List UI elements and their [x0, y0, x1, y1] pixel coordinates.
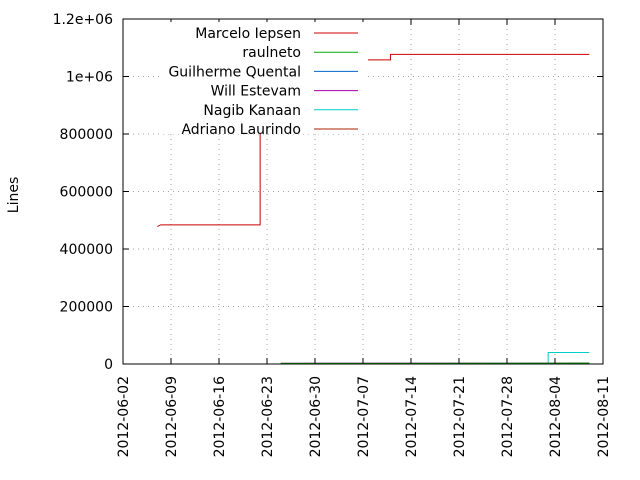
y-tick-label: 200000	[60, 300, 113, 316]
y-tick-label: 600000	[60, 185, 113, 201]
legend-background	[160, 22, 368, 134]
x-tick-label: 2012-06-02	[116, 376, 132, 457]
x-tick-label: 2012-06-23	[260, 376, 276, 457]
legend-label: raulneto	[242, 45, 301, 61]
x-tick-label: 2012-06-09	[164, 376, 180, 457]
y-axis-label: Lines	[6, 177, 22, 213]
y-tick-label: 1e+06	[66, 70, 113, 86]
x-tick-label: 2012-07-07	[356, 376, 372, 457]
legend-label: Marcelo Iepsen	[195, 26, 301, 42]
y-tick-label: 800000	[60, 127, 113, 143]
y-tick-label: 1.2e+06	[53, 12, 114, 28]
x-tick-label: 2012-08-04	[548, 376, 564, 457]
legend: Marcelo Iepsen raulneto Guilherme Quental W…	[160, 22, 368, 138]
x-tick-label: 2012-07-14	[404, 376, 420, 457]
y-tick-label: 0	[104, 357, 113, 373]
x-tick-label: 2012-08-11	[596, 376, 612, 457]
legend-label: Guilherme Quental	[168, 64, 301, 80]
legend-label: Adriano Laurindo	[181, 122, 301, 138]
y-axis: 0 200000 400000 600000 800000 1e+06 1.2e+06	[53, 12, 603, 373]
x-tick-label: 2012-07-21	[452, 376, 468, 457]
legend-label: Will Estevam	[211, 84, 301, 100]
series-line-4	[547, 352, 590, 364]
y-tick-label: 400000	[60, 242, 113, 258]
legend-label: Nagib Kanaan	[203, 103, 301, 119]
x-tick-label: 2012-06-16	[212, 376, 228, 457]
x-tick-label: 2012-06-30	[308, 376, 324, 457]
x-axis: 2012-06-02 2012-06-09 2012-06-16 2012-06-23…	[116, 19, 612, 457]
x-tick-label: 2012-07-28	[500, 376, 516, 457]
